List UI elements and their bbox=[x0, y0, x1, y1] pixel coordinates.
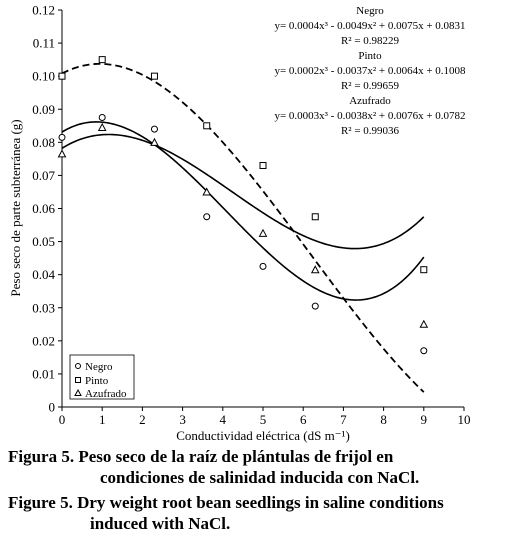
point-pinto bbox=[259, 161, 267, 169]
legend-marker-square bbox=[75, 377, 81, 383]
y-tick-label: 0.05 bbox=[32, 234, 55, 249]
point-pinto bbox=[98, 56, 106, 64]
y-tick-label: 0.03 bbox=[32, 300, 55, 315]
y-tick-label: 0.12 bbox=[32, 3, 55, 18]
y-tick-label: 0 bbox=[49, 400, 56, 415]
x-tick-label: 5 bbox=[260, 412, 267, 427]
x-tick-label: 1 bbox=[99, 412, 106, 427]
equations-block: Negro y= 0.0004x³ - 0.0049x² + 0.0075x +… bbox=[274, 5, 466, 137]
r2-azufrado: R² = 0.99036 bbox=[341, 125, 400, 137]
fit-curves bbox=[61, 62, 425, 393]
caption-es-line2: condiciones de salinidad inducida con Na… bbox=[100, 468, 420, 487]
x-tick-label: 3 bbox=[179, 412, 186, 427]
point-pinto bbox=[420, 266, 428, 274]
point-pinto bbox=[58, 72, 66, 80]
y-axis-title: Peso seco de parte subterránea (g) bbox=[8, 119, 23, 296]
point-negro bbox=[259, 262, 267, 270]
legend-marker-circle bbox=[75, 363, 81, 369]
series-name-pinto: Pinto bbox=[358, 50, 382, 62]
y-tick-label: 0.09 bbox=[32, 102, 55, 117]
equation-azufrado: y= 0.0003x³ - 0.0038x² + 0.0076x + 0.078… bbox=[274, 110, 465, 122]
x-tick-label: 4 bbox=[220, 412, 227, 427]
point-pinto bbox=[150, 72, 158, 80]
fit-curve-azufrado bbox=[61, 133, 425, 250]
x-tick-label: 6 bbox=[300, 412, 307, 427]
point-azufrado bbox=[202, 187, 212, 196]
x-tick-label: 0 bbox=[59, 412, 66, 427]
r2-pinto: R² = 0.99659 bbox=[341, 80, 400, 92]
legend-item-pinto: Pinto bbox=[75, 375, 109, 387]
series-name-azufrado: Azufrado bbox=[349, 95, 391, 107]
legend-item-negro: Negro bbox=[75, 361, 113, 373]
caption-es-line1: Figura 5. Peso seco de la raíz de plántu… bbox=[8, 447, 394, 466]
x-tick-label: 10 bbox=[458, 412, 471, 427]
data-points bbox=[57, 56, 429, 355]
point-negro bbox=[311, 302, 319, 310]
legend-label-pinto: Pinto bbox=[85, 375, 109, 387]
legend-item-azufrado: Azufrado bbox=[74, 388, 127, 400]
y-tick-label: 0.02 bbox=[32, 333, 55, 348]
point-pinto bbox=[203, 122, 211, 130]
y-tick-label: 0.11 bbox=[33, 36, 55, 51]
point-negro bbox=[203, 213, 211, 221]
y-tick-label: 0.04 bbox=[32, 267, 55, 282]
caption-english: Figure 5. Dry weight root bean seedlings… bbox=[0, 492, 513, 534]
point-negro bbox=[150, 125, 158, 133]
legend: Negro Pinto Azufrado bbox=[69, 354, 135, 400]
fit-curve-pinto bbox=[61, 62, 425, 393]
point-azufrado bbox=[258, 228, 268, 237]
equation-pinto: y= 0.0002x³ - 0.0037x² + 0.0064x + 0.100… bbox=[274, 65, 466, 77]
y-tick-label: 0.06 bbox=[32, 201, 55, 216]
legend-marker-triangle bbox=[74, 388, 82, 396]
point-negro bbox=[98, 114, 106, 122]
x-tick-label: 2 bbox=[139, 412, 146, 427]
y-tick-label: 0.10 bbox=[32, 69, 55, 84]
y-tick-label: 0.08 bbox=[32, 135, 55, 150]
x-tick-label: 8 bbox=[380, 412, 387, 427]
caption-en-line1: Figure 5. Dry weight root bean seedlings… bbox=[8, 493, 444, 512]
point-pinto bbox=[311, 213, 319, 221]
point-negro bbox=[420, 347, 428, 355]
legend-label-azufrado: Azufrado bbox=[85, 388, 127, 400]
caption-spanish: Figura 5. Peso seco de la raíz de plántu… bbox=[0, 446, 513, 488]
point-azufrado bbox=[310, 265, 320, 274]
legend-label-negro: Negro bbox=[85, 361, 113, 373]
point-negro bbox=[58, 133, 66, 141]
point-azufrado bbox=[419, 319, 429, 328]
equation-negro: y= 0.0004x³ - 0.0049x² + 0.0075x + 0.083… bbox=[274, 20, 465, 32]
x-tick-label: 7 bbox=[340, 412, 347, 427]
r2-negro: R² = 0.98229 bbox=[341, 35, 400, 47]
x-tick-label: 9 bbox=[421, 412, 428, 427]
caption-en-line2: induced with NaCl. bbox=[90, 514, 231, 533]
series-name-negro: Negro bbox=[356, 5, 384, 17]
y-tick-label: 0.07 bbox=[32, 168, 55, 183]
point-azufrado bbox=[97, 122, 107, 131]
ticks-layer: 0 0.01 0.02 0.03 0.04 0.05 0.06 0.07 0.08 0.09 0.1… bbox=[32, 3, 470, 428]
x-axis-title: Conductividad eléctrica (dS m⁻¹) bbox=[176, 428, 350, 443]
y-tick-label: 0.01 bbox=[32, 366, 55, 381]
fit-curve-negro bbox=[61, 121, 425, 301]
point-azufrado bbox=[150, 137, 159, 146]
point-azufrado bbox=[57, 149, 67, 158]
